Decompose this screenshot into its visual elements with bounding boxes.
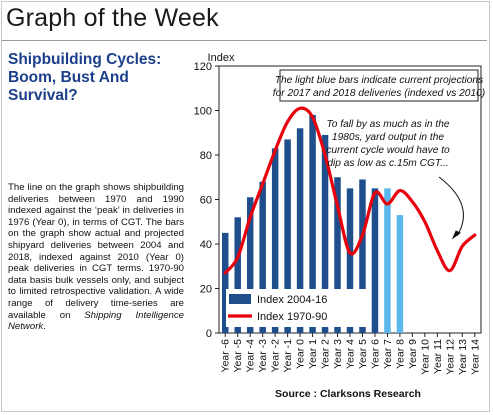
description-link[interactable]: Shipping Intelligence Network xyxy=(8,309,184,333)
y-tick-label: 0 xyxy=(206,328,212,340)
annotation-arrow-line xyxy=(438,176,464,237)
x-tick-label: Year 10 xyxy=(419,339,431,375)
y-tick-label: 100 xyxy=(194,106,212,118)
x-tick-label: Year 6 xyxy=(369,339,381,369)
x-tick-label: Year -2 xyxy=(270,339,282,373)
x-tick-label: Year -1 xyxy=(282,339,294,373)
annotation-arrow-head xyxy=(451,230,461,240)
x-tick-label: Year 3 xyxy=(332,339,344,369)
bar xyxy=(234,217,241,333)
x-tick-label: Year -4 xyxy=(245,339,257,373)
page-title: Graph of the Week xyxy=(6,4,219,32)
y-tick-label: 40 xyxy=(200,239,212,251)
annotation-projection-text: The light blue bars indicate current pro… xyxy=(275,75,483,86)
x-tick-label: Year 8 xyxy=(394,339,406,369)
bar xyxy=(384,188,391,333)
annotation-dip-text: current cycle would have to xyxy=(326,145,450,156)
legend-swatch-bar xyxy=(229,294,251,304)
x-tick-label: Year 11 xyxy=(432,339,444,374)
series-line-1970-90 xyxy=(223,106,477,275)
x-tick-label: Year 5 xyxy=(357,339,369,369)
bar xyxy=(396,215,404,333)
annotation-dip-text: To fall by as much as in the xyxy=(326,119,449,130)
y-tick-label: 20 xyxy=(200,284,212,296)
bar xyxy=(246,197,254,333)
x-tick-label: Year 4 xyxy=(345,339,357,369)
y-axis-label: Index xyxy=(208,52,235,64)
annotation-projection-text: for 2017 and 2018 deliveries (indexed vs… xyxy=(273,88,485,99)
x-tick-label: Year 0 xyxy=(295,339,307,369)
x-tick-label: Year 12 xyxy=(444,339,456,375)
bar xyxy=(321,134,329,333)
x-tick-label: Year 14 xyxy=(469,339,481,375)
annotation-box xyxy=(279,69,479,102)
description: The line on the graph shows shipbuilding… xyxy=(8,182,184,333)
subtitle: Shipbuilding Cycles: Boom, Bust And Surv… xyxy=(8,51,162,104)
bar xyxy=(309,114,316,333)
y-tick-label: 60 xyxy=(200,195,212,207)
title-divider xyxy=(2,40,487,41)
annotation-dip-text: 1980s, yard output in the xyxy=(332,132,444,143)
source-note: Source : Clarksons Research xyxy=(275,388,421,400)
x-tick-label: Year 2 xyxy=(320,339,332,369)
legend-label: Index 1970-90 xyxy=(257,311,327,323)
x-tick-label: Year 9 xyxy=(407,339,419,369)
bar xyxy=(284,139,291,333)
description-text: The line on the graph shows shipbuilding… xyxy=(8,182,184,321)
bar xyxy=(296,128,304,333)
bar xyxy=(346,188,354,333)
annotation-dip-text: dip as low as c.15m CGT... xyxy=(327,158,448,169)
x-tick-label: Year 1 xyxy=(307,339,319,369)
bar xyxy=(371,188,379,333)
x-tick-label: Year -5 xyxy=(232,339,244,373)
y-tick-label: 80 xyxy=(200,150,212,162)
bar xyxy=(259,181,266,333)
description-end: . xyxy=(43,321,46,333)
x-tick-label: Year 7 xyxy=(382,339,394,369)
legend-label: Index 2004-16 xyxy=(257,294,327,306)
x-tick-label: Year -6 xyxy=(220,339,232,373)
x-tick-label: Year 13 xyxy=(457,339,469,375)
bar xyxy=(221,232,229,333)
bar xyxy=(359,179,366,333)
x-tick-label: Year -3 xyxy=(257,339,269,373)
bar xyxy=(334,177,341,333)
y-tick-label: 120 xyxy=(194,61,212,73)
bar xyxy=(271,148,279,333)
